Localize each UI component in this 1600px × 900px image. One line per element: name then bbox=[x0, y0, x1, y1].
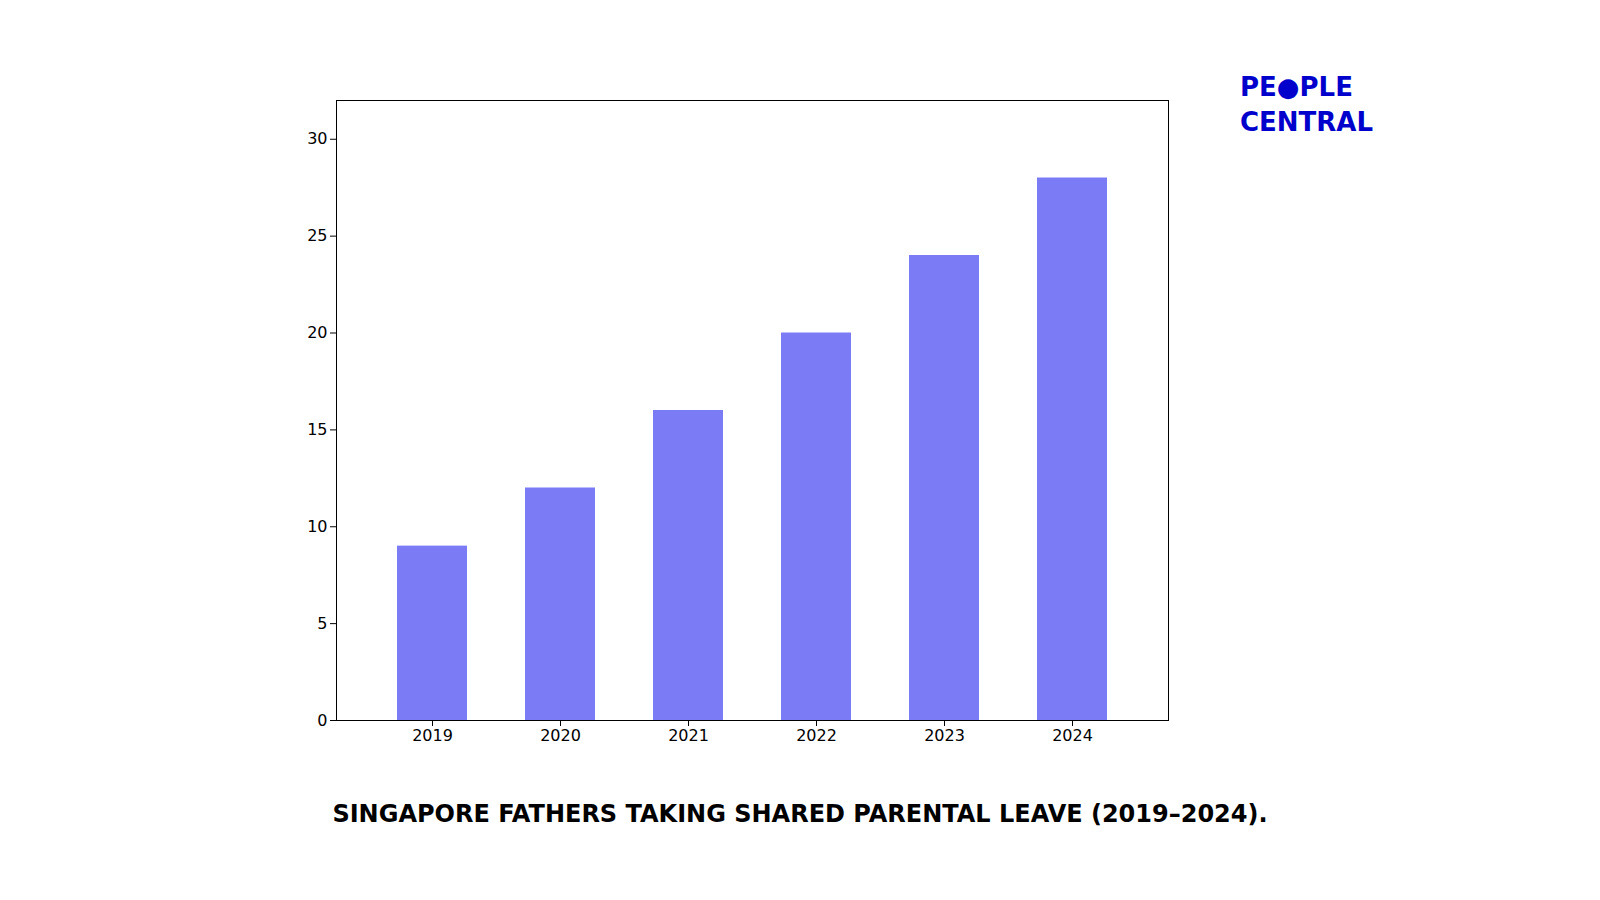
svg-text:2021: 2021 bbox=[668, 726, 709, 745]
svg-text:2019: 2019 bbox=[412, 726, 453, 745]
svg-text:2022: 2022 bbox=[796, 726, 837, 745]
svg-text:30: 30 bbox=[307, 129, 327, 148]
svg-text:20: 20 bbox=[307, 323, 327, 342]
html-text:CENTRAL: CENTRAL bbox=[1240, 107, 1373, 138]
svg-text:25: 25 bbox=[307, 226, 327, 245]
svg-text:5: 5 bbox=[317, 614, 327, 633]
svg-text:0: 0 bbox=[317, 711, 327, 730]
svg-text:2023: 2023 bbox=[924, 726, 965, 745]
html-text:SINGAPORE FATHERS TAKING SHARE: SINGAPORE FATHERS TAKING SHARED PARENTAL… bbox=[332, 800, 1268, 828]
svg-text:15: 15 bbox=[307, 420, 327, 439]
html-text:PE●PLE: PE●PLE bbox=[1240, 72, 1353, 102]
svg-text:10: 10 bbox=[307, 517, 327, 536]
svg-text:2020: 2020 bbox=[540, 726, 581, 745]
svg-text:2024: 2024 bbox=[1052, 726, 1093, 745]
